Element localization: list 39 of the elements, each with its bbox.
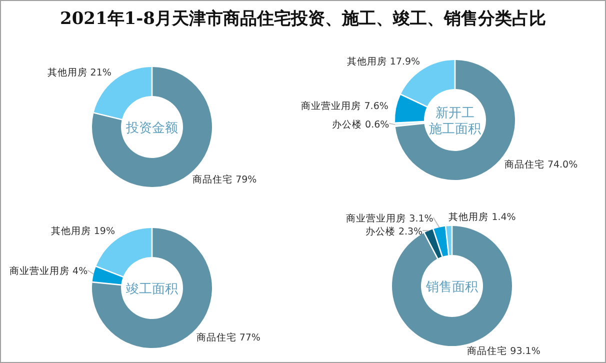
data-label: 2.3% [398, 226, 423, 238]
data-label: 1.4% [492, 212, 516, 224]
donut-slice [92, 267, 123, 284]
slice-label: 商品住宅 [192, 174, 233, 186]
text: 竣工面积 [126, 282, 178, 297]
slice-label: 其他用房 [346, 56, 387, 68]
slice-label: 办公楼 [365, 226, 396, 238]
donut-slice [434, 226, 448, 256]
slice-label: 其他用房 [448, 212, 489, 224]
data-label: 21% [90, 68, 112, 79]
text: 投资金额 [125, 121, 178, 136]
slice-label: 其他用房 [50, 226, 91, 237]
data-label: 17.9% [390, 56, 420, 68]
donut-slice [424, 229, 442, 258]
donut-slice [92, 67, 212, 187]
slice-label: 商品住宅 [504, 159, 544, 170]
data-label: 19% [94, 226, 116, 237]
slice-label: 商业营业用房 [301, 100, 362, 112]
data-label: 93.1% [510, 346, 540, 358]
slice-label: 商品住宅 [467, 346, 508, 358]
slice-label: 商业营业用房 [10, 266, 70, 278]
donut-slice [96, 228, 152, 276]
data-label: 77% [239, 332, 260, 344]
data-label: 3.1% [409, 214, 434, 225]
donut-slice [395, 94, 427, 122]
donut-slice [395, 122, 424, 126]
slice-label: 商品住宅 [196, 332, 236, 344]
data-label: 0.6% [365, 119, 390, 130]
donut-slice [446, 226, 452, 256]
text: 新开工施工面积 [429, 106, 481, 137]
text: 2021年1-8月天津市商品住宅投资、施工、竣工、销售分类占比 [60, 9, 546, 29]
data-label: 7.6% [364, 100, 388, 112]
slice-label: 商业营业用房 [346, 214, 406, 225]
data-label: 79% [236, 174, 257, 186]
slice-label: 其他用房 [47, 68, 88, 79]
data-label: 4% [72, 266, 88, 278]
data-label: 74.0% [547, 159, 578, 170]
text: 销售面积 [425, 280, 478, 295]
slice-label: 办公楼 [332, 119, 362, 130]
